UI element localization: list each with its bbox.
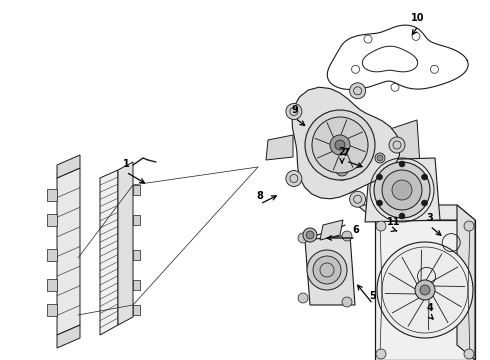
Circle shape <box>464 349 474 359</box>
Circle shape <box>312 117 368 173</box>
Circle shape <box>342 231 352 241</box>
Polygon shape <box>47 279 57 291</box>
Circle shape <box>415 280 435 300</box>
Text: 9: 9 <box>292 105 298 115</box>
Circle shape <box>377 155 383 161</box>
Text: 10: 10 <box>411 13 425 23</box>
Text: 1: 1 <box>122 159 129 169</box>
Circle shape <box>375 153 385 163</box>
Polygon shape <box>100 170 118 335</box>
Circle shape <box>376 174 383 180</box>
Circle shape <box>392 180 412 200</box>
Text: 3: 3 <box>427 213 433 223</box>
Text: 11: 11 <box>387 217 401 227</box>
Polygon shape <box>292 87 400 199</box>
Circle shape <box>421 200 427 206</box>
Circle shape <box>374 162 430 218</box>
Circle shape <box>376 200 383 206</box>
Polygon shape <box>305 235 355 305</box>
Text: 8: 8 <box>257 191 264 201</box>
Polygon shape <box>133 185 140 195</box>
Circle shape <box>349 191 366 207</box>
Circle shape <box>286 171 302 186</box>
Polygon shape <box>387 120 420 165</box>
Circle shape <box>464 221 474 231</box>
Polygon shape <box>47 249 57 261</box>
Text: 5: 5 <box>369 291 376 301</box>
Circle shape <box>303 228 317 242</box>
Polygon shape <box>457 205 475 360</box>
Polygon shape <box>57 168 80 335</box>
Circle shape <box>349 83 366 99</box>
Circle shape <box>377 242 473 338</box>
Polygon shape <box>133 250 140 260</box>
Text: 4: 4 <box>427 303 433 313</box>
Circle shape <box>376 221 386 231</box>
Polygon shape <box>133 280 140 290</box>
Circle shape <box>305 110 375 180</box>
Polygon shape <box>357 205 475 220</box>
Polygon shape <box>118 162 133 325</box>
Circle shape <box>336 164 348 176</box>
Polygon shape <box>57 325 80 348</box>
Polygon shape <box>375 220 475 360</box>
Text: 2: 2 <box>339 147 345 157</box>
Polygon shape <box>320 220 343 240</box>
Polygon shape <box>133 215 140 225</box>
Circle shape <box>286 103 302 120</box>
Circle shape <box>332 160 352 180</box>
Text: 7: 7 <box>343 148 349 158</box>
Circle shape <box>399 213 405 219</box>
Circle shape <box>313 256 341 284</box>
Circle shape <box>307 250 347 290</box>
Circle shape <box>399 161 405 167</box>
Circle shape <box>330 135 350 155</box>
Text: 6: 6 <box>353 225 359 235</box>
Polygon shape <box>47 189 57 201</box>
Polygon shape <box>47 214 57 226</box>
Polygon shape <box>365 158 440 222</box>
Circle shape <box>342 297 352 307</box>
Circle shape <box>382 170 422 210</box>
Polygon shape <box>47 304 57 316</box>
Circle shape <box>298 233 308 243</box>
Polygon shape <box>266 135 293 160</box>
Circle shape <box>420 285 430 295</box>
Polygon shape <box>133 305 140 315</box>
Circle shape <box>389 137 405 153</box>
Circle shape <box>298 293 308 303</box>
Polygon shape <box>57 155 80 178</box>
Circle shape <box>335 140 345 150</box>
Circle shape <box>421 174 427 180</box>
Circle shape <box>306 231 314 239</box>
Circle shape <box>376 349 386 359</box>
